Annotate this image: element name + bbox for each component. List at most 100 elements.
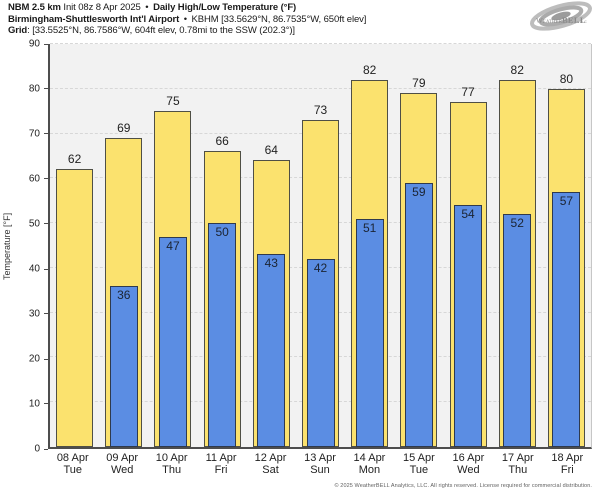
x-tick-label: 08 Apr Tue — [57, 452, 89, 476]
logo-subtext: Analytics LLC — [563, 20, 587, 24]
y-tick-label: 20 — [28, 353, 40, 365]
x-tick-weekday: Mon — [358, 464, 381, 476]
separator-dot: • — [145, 2, 149, 13]
x-tick-weekday: Tue — [63, 464, 82, 476]
high-temp-value: 75 — [166, 94, 180, 109]
x-tick-label: 09 Apr Wed — [106, 452, 138, 476]
logo-text-weather: Weather — [536, 17, 562, 25]
low-temp-bar: 57 — [552, 191, 581, 447]
y-axis: 0 10 20 30 40 50 60 70 80 90 — [0, 39, 48, 455]
low-temp-value: 59 — [412, 184, 426, 199]
low-temp-value: 43 — [264, 256, 278, 271]
grid-label: Grid — [8, 25, 28, 36]
swirl-logo-icon — [530, 1, 592, 31]
low-temp-bar: 42 — [306, 258, 335, 447]
x-tick-label: 13 Apr Sun — [304, 452, 336, 476]
high-temp-value: 62 — [67, 152, 82, 167]
x-tick-label: 18 Apr Fri — [551, 452, 583, 476]
low-temp-value: 42 — [313, 260, 328, 275]
y-tick-mark — [44, 223, 48, 225]
y-tick-label: 60 — [28, 173, 40, 185]
station-info: KBHM [33.5629°N, 86.7535°W, 650ft elev] — [191, 13, 367, 25]
gridline — [50, 87, 591, 89]
header-line-grid: Grid: [33.5525°N, 86.7586°W, 604ft elev,… — [8, 25, 366, 37]
x-tick-date: 18 Apr — [551, 452, 584, 464]
y-tick-label: 50 — [28, 218, 40, 230]
low-temp-value: 36 — [117, 287, 131, 302]
y-tick-mark — [44, 358, 48, 360]
x-tick-label: 15 Apr Tue — [403, 452, 435, 476]
low-temp-bar: 51 — [355, 218, 384, 447]
high-temp-value: 66 — [215, 134, 229, 149]
high-temp-bar — [56, 169, 94, 447]
low-temp-bar: 52 — [503, 214, 532, 447]
x-tick-label: 14 Apr Mon — [354, 452, 386, 476]
x-tick-weekday: Wed — [110, 464, 134, 476]
x-axis-labels: 08 Apr Tue 09 Apr Wed 10 Apr Thu 11 Apr Fri 12 A… — [48, 452, 592, 478]
y-tick-mark — [44, 313, 48, 315]
plot-area: 62 69 36 75 47 66 50 64 43 73 42 82 51 79 59 77 54 82 52 80… — [48, 43, 592, 449]
x-tick-weekday: Fri — [560, 464, 574, 476]
high-temp-value: 69 — [117, 121, 131, 136]
y-tick-mark — [44, 268, 48, 270]
high-temp-value: 80 — [559, 71, 574, 86]
copyright-footer: © 2025 WeatherBELL Analytics, LLC. All r… — [334, 483, 592, 489]
x-tick-label: 10 Apr Thu — [156, 452, 188, 476]
low-temp-value: 54 — [461, 207, 475, 222]
y-tick-label: 80 — [28, 83, 40, 95]
x-tick-weekday: Sat — [262, 464, 279, 476]
y-tick-mark — [44, 88, 48, 90]
x-tick-weekday: Thu — [508, 464, 528, 476]
low-temp-bar: 36 — [109, 285, 138, 447]
station-name: Birmingham-Shuttlesworth Int'l Airport — [8, 13, 180, 25]
high-temp-value: 79 — [412, 76, 426, 91]
y-tick-label: 0 — [34, 443, 40, 455]
x-tick-weekday: Fri — [214, 464, 228, 476]
model-name: NBM 2.5 km — [8, 2, 61, 13]
init-time: Init 08z 8 Apr 2025 — [63, 2, 141, 13]
x-tick-date: 08 Apr — [56, 452, 89, 464]
y-tick-mark — [44, 178, 48, 180]
x-tick-weekday: Wed — [457, 464, 480, 476]
low-temp-bar: 59 — [404, 182, 433, 447]
y-tick-label: 70 — [28, 128, 40, 140]
low-temp-bar: 47 — [158, 236, 187, 447]
low-temp-value: 57 — [559, 193, 574, 208]
high-temp-value: 77 — [461, 85, 475, 100]
low-temp-value: 50 — [215, 225, 229, 240]
low-temp-value: 51 — [362, 220, 377, 235]
x-tick-date: 14 Apr — [353, 452, 386, 464]
high-temp-value: 64 — [264, 143, 278, 158]
x-tick-date: 10 Apr — [155, 452, 188, 464]
x-tick-date: 13 Apr — [304, 452, 336, 464]
logo-text-bell: BELL — [561, 15, 586, 25]
y-tick-label: 90 — [28, 38, 40, 50]
y-tick-mark — [44, 43, 48, 45]
gridline — [50, 43, 591, 44]
x-tick-label: 17 Apr Thu — [502, 452, 534, 476]
x-tick-date: 17 Apr — [501, 452, 534, 464]
y-tick-mark — [44, 403, 48, 405]
x-tick-date: 09 Apr — [106, 452, 139, 464]
x-tick-date: 11 Apr — [205, 452, 237, 464]
x-tick-label: 16 Apr Wed — [452, 452, 484, 476]
y-tick-label: 10 — [28, 398, 40, 410]
y-tick-mark — [44, 133, 48, 135]
low-temp-value: 47 — [166, 238, 180, 253]
x-tick-date: 12 Apr — [254, 452, 287, 464]
logo-wordmark: WeatherBELL — [527, 10, 595, 28]
low-temp-bar: 50 — [208, 223, 237, 447]
x-tick-label: 12 Apr Sat — [255, 452, 287, 476]
x-tick-date: 15 Apr — [403, 452, 435, 464]
x-tick-label: 11 Apr Fri — [206, 452, 237, 476]
header-line-station: Birmingham-Shuttlesworth Int'l Airport •… — [8, 14, 366, 26]
low-temp-value: 52 — [510, 216, 524, 231]
weatherbell-logo: WeatherBELL Analytics LLC — [527, 1, 595, 33]
y-tick-label: 30 — [28, 308, 40, 320]
x-tick-date: 16 Apr — [452, 452, 485, 464]
low-temp-bar: 43 — [257, 254, 286, 447]
chart-header: NBM 2.5 km Init 08z 8 Apr 2025 • Daily H… — [8, 2, 366, 37]
x-tick-weekday: Tue — [409, 464, 429, 476]
high-temp-value: 82 — [510, 62, 524, 77]
